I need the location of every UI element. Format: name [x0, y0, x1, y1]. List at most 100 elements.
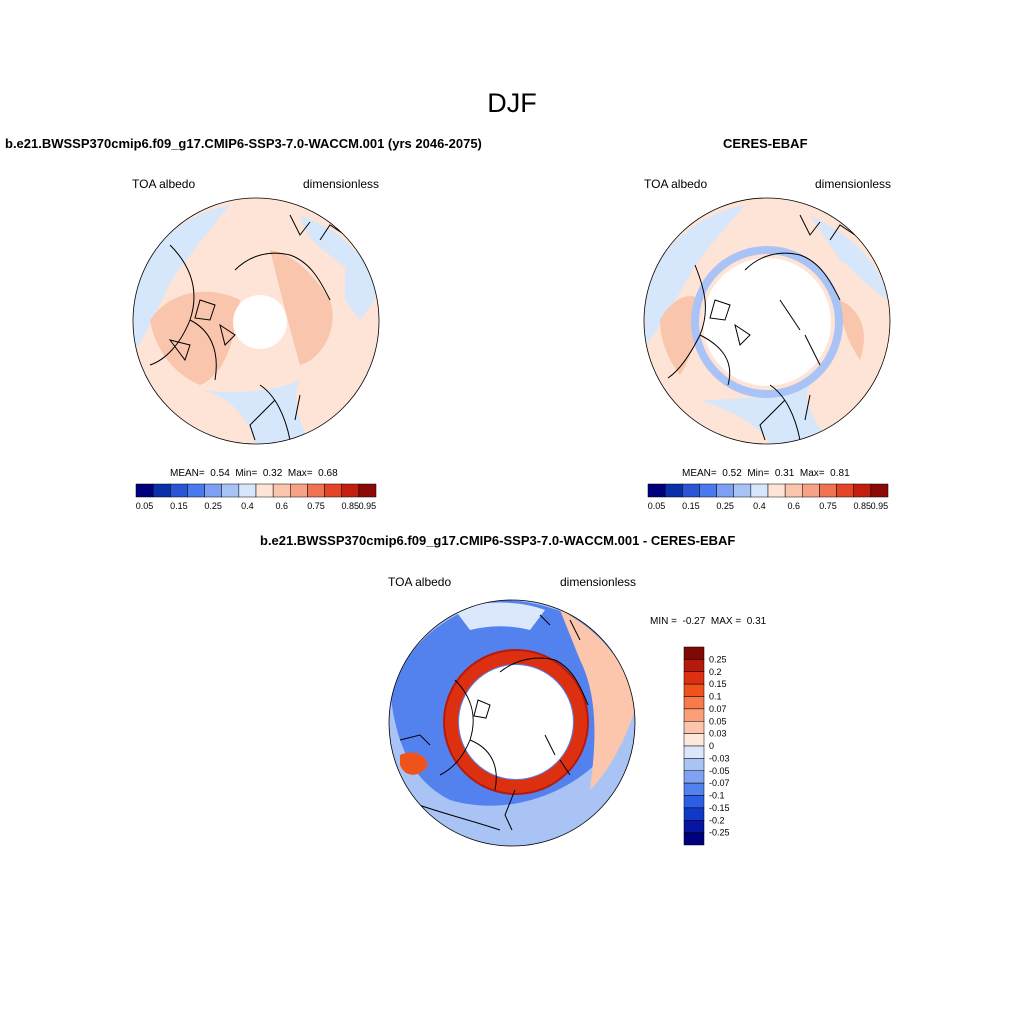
colorbar-1-tick-label: 0.85 — [342, 501, 360, 511]
colorbar-1-box — [358, 483, 377, 498]
colorbar-1-box — [255, 483, 274, 498]
colorbar-3-box — [683, 832, 705, 846]
colorbar-3-tick-label: 0.15 — [709, 679, 727, 689]
colorbar-3-tick-label: -0.15 — [709, 803, 730, 813]
panel-2-min-label: Min= — [747, 468, 770, 479]
colorbar-2-box — [664, 483, 683, 498]
panel-2-variable-label: TOA albedo — [644, 177, 708, 191]
colorbar-3-box — [683, 807, 705, 821]
panel-2-title: CERES-EBAF — [723, 136, 808, 151]
colorbar-3-box — [683, 758, 705, 771]
colorbar-1-box — [290, 483, 308, 498]
colorbar-3-box — [683, 646, 705, 660]
panel-2-stats: MEAN= 0.52 Min= 0.31 Max= 0.81 — [682, 468, 850, 479]
panel-2-max-label: Max= — [799, 468, 825, 479]
map-2-islands — [709, 299, 821, 366]
colorbar-1-tick-label: 0.75 — [307, 501, 325, 511]
colorbar-3-box — [683, 683, 705, 697]
colorbar-2-box — [870, 483, 889, 498]
colorbar-3-tick-label: 0.05 — [709, 716, 727, 726]
colorbar-2-tick-label: 0.85 — [854, 501, 872, 511]
colorbar-1-box — [170, 483, 188, 498]
colorbar-2-tick-label: 0.75 — [819, 501, 837, 511]
map-1-islands — [168, 299, 236, 362]
colorbar-1-box — [135, 483, 154, 498]
panel-1-min-label: Min= — [235, 468, 258, 479]
panel-1-min: 0.32 — [262, 468, 283, 479]
map-3 — [388, 599, 636, 847]
map-1-coastline — [149, 244, 217, 381]
colorbar-2-box — [733, 483, 752, 498]
colorbar-2-tick-label: 0.25 — [716, 501, 734, 511]
map-3-atlantic-positive — [560, 610, 635, 790]
panel-3-min: -0.27 — [682, 616, 706, 627]
map-2-continent-high — [660, 296, 700, 375]
colorbar-1-box — [324, 483, 342, 498]
colorbar-3-box — [683, 770, 705, 784]
map-2-coastline-2 — [744, 214, 856, 301]
colorbar-3-tick-label: 0.07 — [709, 704, 727, 714]
colorbar-1-box — [152, 483, 171, 498]
colorbar-2-tick-label: 0.95 — [871, 501, 889, 511]
map-1-coastline-3 — [249, 384, 301, 441]
panel-3-minmax: MIN = -0.27 MAX = 0.31 — [650, 616, 766, 627]
colorbar-2: 0.05 0.15 0.25 0.4 0.6 0.75 0.85 0.95 — [647, 483, 889, 511]
map-1-east-region — [345, 255, 375, 320]
panel-3-max-label: MAX = — [710, 616, 742, 627]
colorbar-2-box — [802, 483, 820, 498]
colorbar-2-box — [767, 483, 786, 498]
map-2-ring-low — [691, 246, 843, 398]
colorbar-3-box — [683, 795, 705, 809]
map-2-continent-high-2 — [840, 300, 864, 360]
colorbar-3-tick-label: 0.1 — [709, 692, 722, 702]
panel-2-min: 0.31 — [774, 468, 795, 479]
panel-2-units-label: dimensionless — [815, 177, 892, 191]
colorbar-3: 0.25 0.2 0.15 0.1 0.07 0.05 0.03 0 -0.03 -0.05 -0.… — [683, 646, 730, 846]
colorbar-2-box — [647, 483, 666, 498]
colorbar-1-box — [341, 483, 360, 498]
colorbar-3-tick-label: -0.05 — [709, 766, 730, 776]
colorbar-2-box — [750, 483, 769, 498]
colorbar-3-box — [683, 659, 705, 672]
panel-3-variable-label: TOA albedo — [388, 575, 452, 589]
colorbar-1: 0.05 0.15 0.25 0.4 0.6 0.75 0.85 0.95 — [135, 483, 377, 511]
map-3-coastline-2 — [499, 614, 589, 706]
colorbar-3-box — [683, 671, 705, 685]
map-1-continent-high-2 — [270, 250, 333, 365]
map-2 — [643, 197, 891, 445]
colorbar-2-box — [716, 483, 734, 498]
map-2-pacific-region — [645, 205, 745, 345]
panel-1-mean-label: MEAN= — [170, 468, 205, 479]
colorbar-1-tick-label: 0.95 — [359, 501, 377, 511]
colorbar-1-tick-label: 0.25 — [204, 501, 222, 511]
colorbar-1-box — [221, 483, 240, 498]
panel-1-mean: 0.54 — [210, 468, 230, 479]
colorbar-1-box — [307, 483, 325, 498]
colorbar-2-tick-label: 0.4 — [753, 501, 766, 511]
colorbar-2-tick-label: 0.15 — [682, 501, 700, 511]
map-3-coastline — [439, 679, 497, 791]
colorbar-3-box — [683, 721, 705, 734]
panel-3-title: b.e21.BWSSP370cmip6.f09_g17.CMIP6-SSP3-7… — [260, 533, 736, 548]
panel-1-max: 0.68 — [318, 468, 338, 479]
colorbar-2-box — [682, 483, 700, 498]
colorbar-3-tick-label: 0.03 — [709, 729, 727, 739]
colorbar-3-box — [683, 696, 705, 710]
colorbar-1-tick-label: 0.6 — [275, 501, 288, 511]
colorbar-2-box — [699, 483, 717, 498]
colorbar-1-box — [272, 483, 291, 498]
map-1-pacific-region — [133, 205, 230, 350]
colorbar-2-box — [819, 483, 837, 498]
colorbar-3-box — [683, 782, 705, 796]
map-2-border — [643, 197, 891, 445]
colorbar-3-tick-label: 0.2 — [709, 667, 722, 677]
map-3-islands — [473, 699, 571, 776]
colorbar-1-box — [204, 483, 222, 498]
colorbar-2-box — [853, 483, 872, 498]
panel-2-max: 0.81 — [830, 468, 850, 479]
panel-1-variable-label: TOA albedo — [132, 177, 196, 191]
map-3-border — [388, 599, 636, 847]
map-1-europe-region — [200, 380, 310, 444]
panel-1-title: b.e21.BWSSP370cmip6.f09_g17.CMIP6-SSP3-7… — [5, 136, 482, 151]
